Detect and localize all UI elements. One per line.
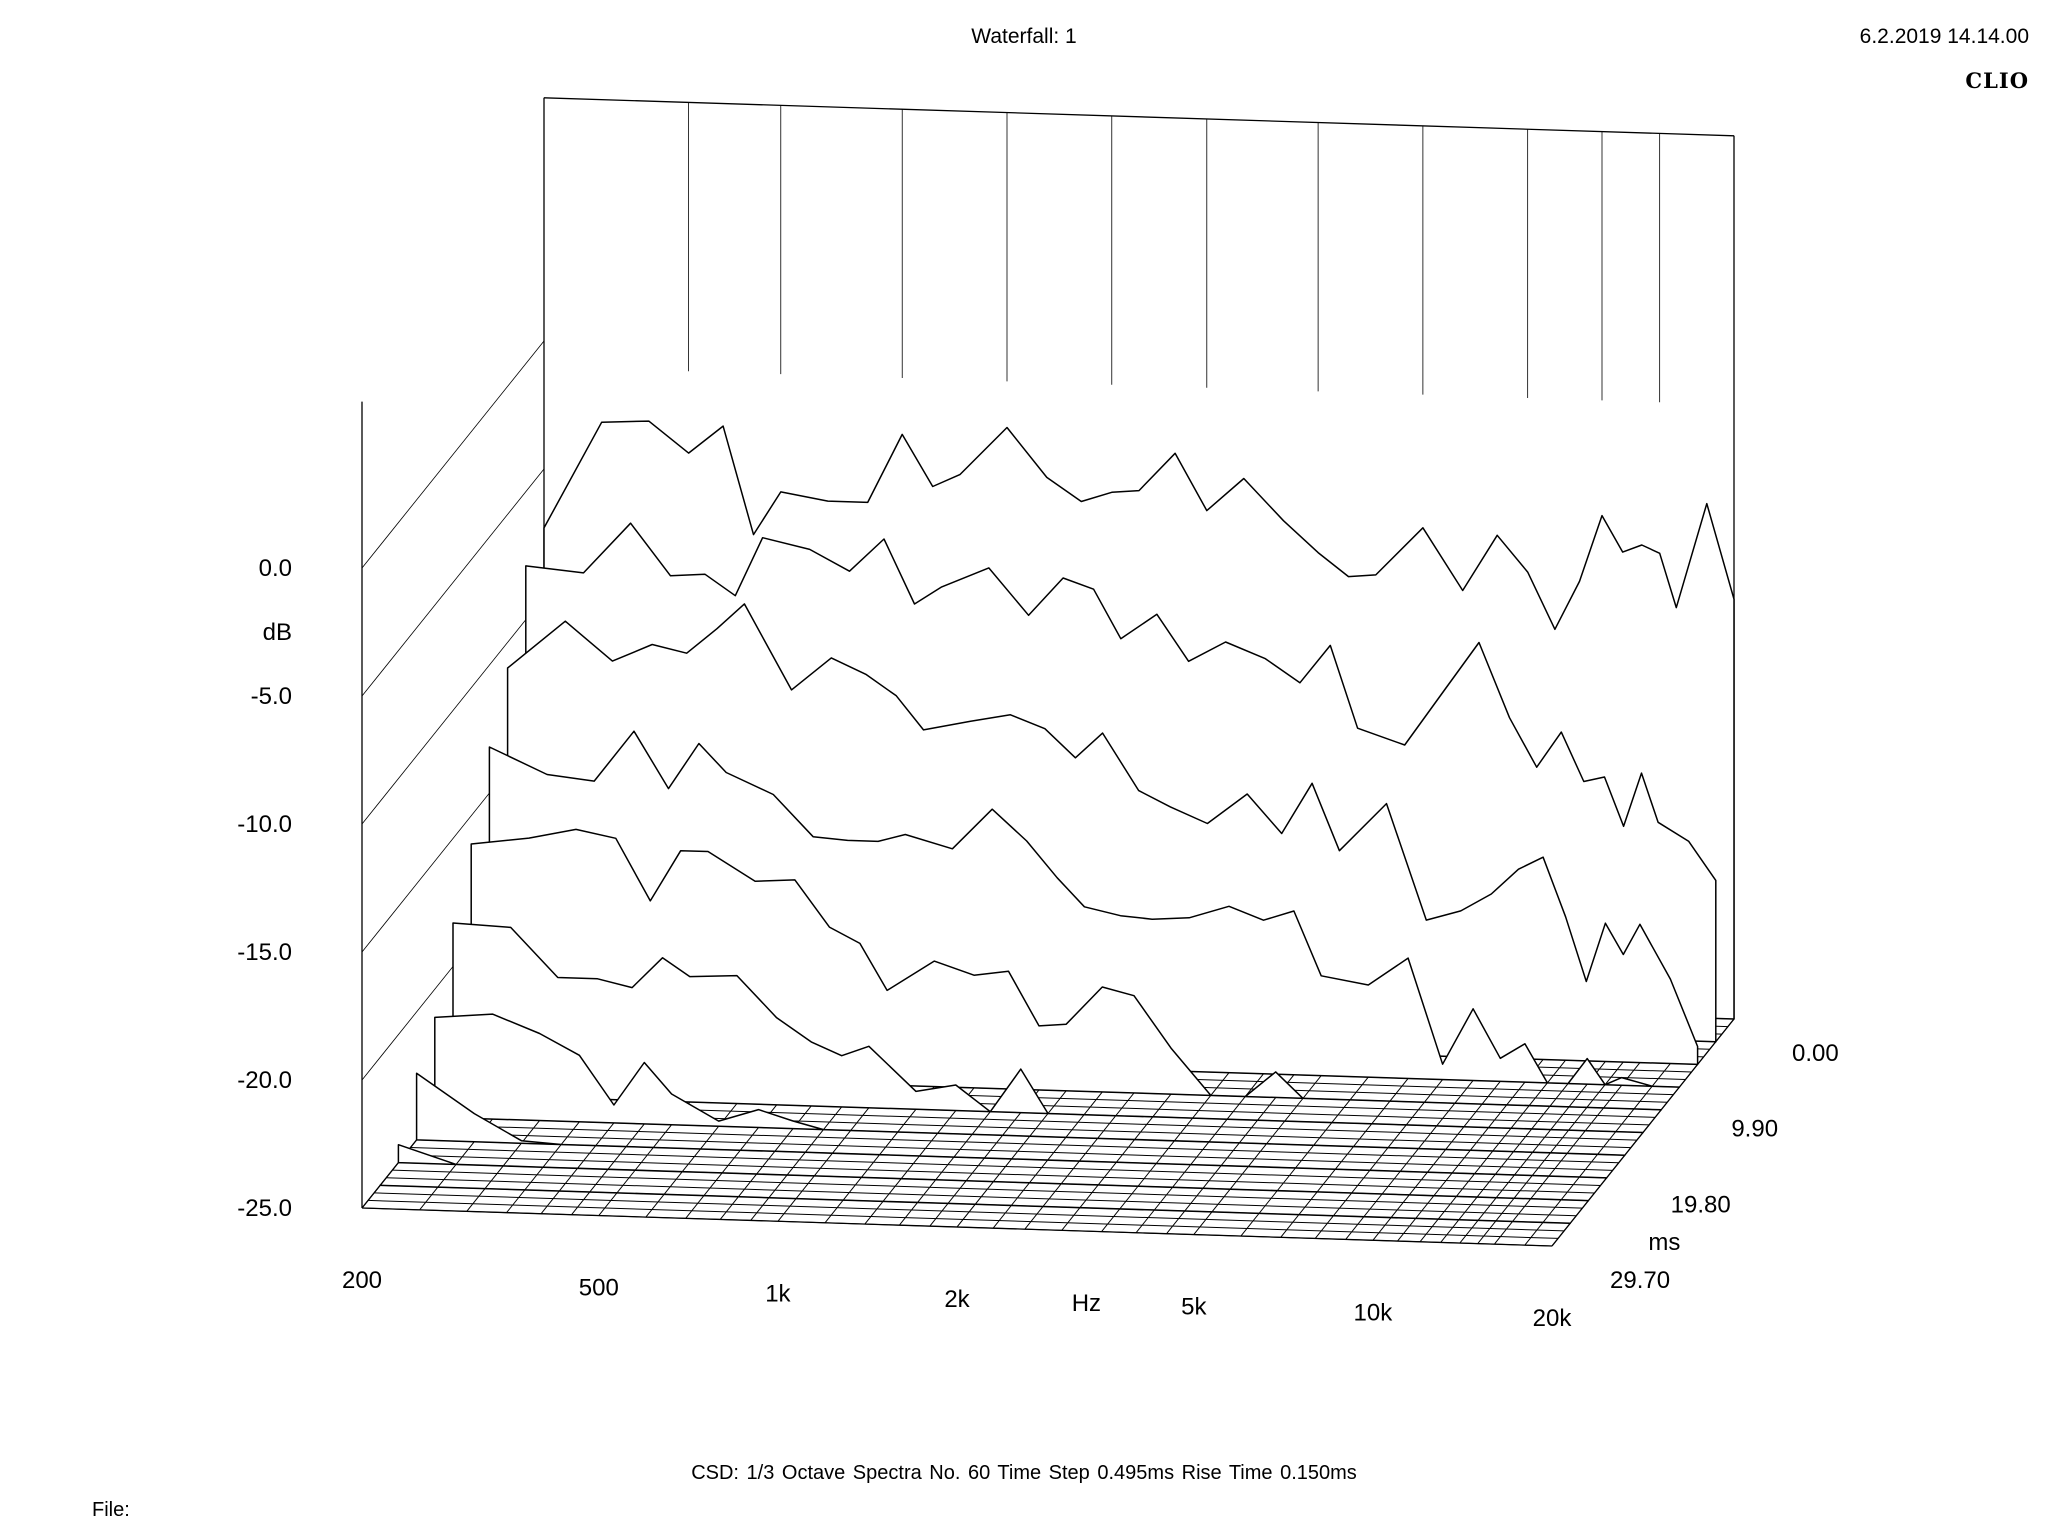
brand-logo: CLIO <box>1965 68 2029 93</box>
z-tick-label: 29.70 <box>1610 1267 1670 1294</box>
z-tick-label: 0.00 <box>1792 1040 1839 1067</box>
frame-edge <box>543 97 1735 137</box>
x-tick-label: 200 <box>342 1267 382 1294</box>
x-tick-label: 10k <box>1354 1299 1394 1326</box>
x-axis-label: Hz <box>1072 1290 1101 1317</box>
z-tick-label: 19.80 <box>1671 1191 1731 1218</box>
side-grid-line <box>361 468 545 697</box>
side-grid-line <box>361 596 545 825</box>
x-tick-label: 2k <box>944 1286 970 1313</box>
spectra-slices <box>379 420 1735 1225</box>
y-tick-label: -15.0 <box>237 939 292 966</box>
spectrum-slice-6 <box>434 1013 1626 1156</box>
y-tick-label: -20.0 <box>237 1067 292 1094</box>
file-label: File: <box>92 1499 130 1521</box>
axis-labels: 0.0 -5.0 -10.0 -15.0 -20.0 -25.0 dB 200 500 1k 2k 5… <box>237 555 1838 1332</box>
measurement-settings: CSD: 1/3 Octave Spectra No. 60 Time Step… <box>691 1462 1357 1484</box>
side-grid-line <box>361 340 545 569</box>
timestamp: 6.2.2019 14.14.00 <box>1859 25 2029 48</box>
x-tick-label: 1k <box>765 1280 791 1307</box>
y-axis-label: dB <box>263 619 292 646</box>
y-tick-label: -10.0 <box>237 811 292 838</box>
x-tick-label: 20k <box>1533 1305 1573 1332</box>
spectrum-slice-5 <box>452 922 1644 1134</box>
spectrum-slice-9 <box>379 1184 1571 1225</box>
x-tick-label: 500 <box>579 1275 619 1302</box>
chart-title: Waterfall: 1 <box>971 25 1077 48</box>
y-tick-label: 0.0 <box>259 555 292 582</box>
z-tick-label: 9.90 <box>1731 1116 1778 1143</box>
x-tick-label: 5k <box>1181 1294 1207 1321</box>
spectrum-slice-8 <box>397 1143 1590 1202</box>
z-axis-label: ms <box>1648 1229 1680 1256</box>
y-tick-label: -25.0 <box>237 1195 292 1222</box>
spectrum-slice-7 <box>415 1072 1608 1179</box>
y-tick-label: -5.0 <box>251 683 292 710</box>
